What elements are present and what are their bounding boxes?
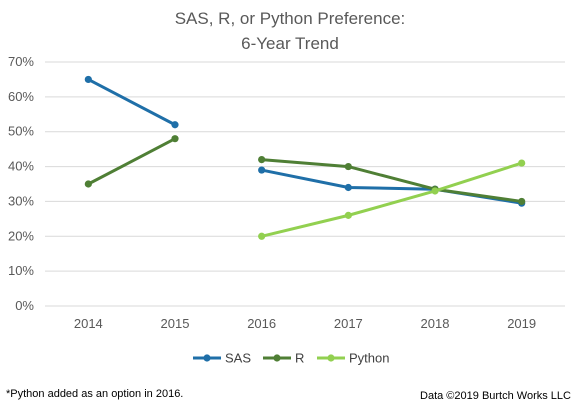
y-tick-label: 0%	[15, 298, 34, 313]
data-point-sas	[171, 121, 179, 129]
y-tick-label: 70%	[8, 54, 34, 69]
y-tick-label: 10%	[8, 263, 34, 278]
y-tick-label: 30%	[8, 193, 34, 208]
data-point-r	[344, 162, 352, 171]
data-point-r	[171, 135, 179, 143]
data-point-r	[518, 197, 526, 206]
footnote: *Python added as an option in 2016.	[6, 388, 183, 400]
x-tick-label: 2015	[161, 316, 190, 331]
series-r	[84, 135, 526, 206]
series-line-r	[260, 158, 524, 203]
data-point-sas	[344, 183, 352, 192]
legend: SAS R Python	[193, 351, 389, 366]
y-tick-label: 50%	[8, 124, 34, 139]
data-point-r	[84, 180, 92, 188]
chart-title-line2: 6-Year Trend	[241, 34, 339, 53]
series-python	[258, 159, 526, 240]
legend-marker-sas	[203, 354, 211, 362]
x-axis-ticks: 2014 2015 2016 2017 2018 2019	[74, 316, 536, 331]
series-line-r	[86, 137, 177, 186]
x-tick-label: 2017	[334, 316, 363, 331]
legend-label-python: Python	[349, 351, 389, 366]
x-tick-label: 2018	[421, 316, 450, 331]
y-tick-label: 40%	[8, 159, 34, 174]
chart-title-line1: SAS, R, or Python Preference:	[175, 9, 406, 28]
y-tick-label: 60%	[8, 89, 34, 104]
x-tick-label: 2019	[507, 316, 536, 331]
series-lines	[84, 75, 526, 240]
legend-marker-python	[327, 354, 335, 362]
data-point-python	[344, 211, 352, 219]
y-tick-label: 20%	[8, 228, 34, 243]
data-credit: Data ©2019 Burtch Works LLC	[420, 390, 571, 402]
legend-label-r: R	[295, 351, 304, 366]
series-line-python	[260, 161, 524, 238]
data-point-python	[431, 187, 439, 195]
data-point-sas	[258, 166, 266, 174]
series-sas	[84, 75, 526, 207]
data-point-sas	[84, 75, 92, 84]
legend-label-sas: SAS	[225, 351, 251, 366]
x-tick-label: 2014	[74, 316, 103, 331]
data-point-python	[258, 232, 266, 240]
gridlines	[45, 61, 565, 307]
legend-marker-r	[273, 354, 281, 362]
data-point-python	[518, 159, 526, 167]
series-line-sas	[86, 77, 177, 127]
x-tick-label: 2016	[247, 316, 276, 331]
y-axis-ticks: 0% 10% 20% 30% 40% 50% 60% 70%	[8, 54, 34, 313]
data-point-r	[258, 156, 266, 164]
